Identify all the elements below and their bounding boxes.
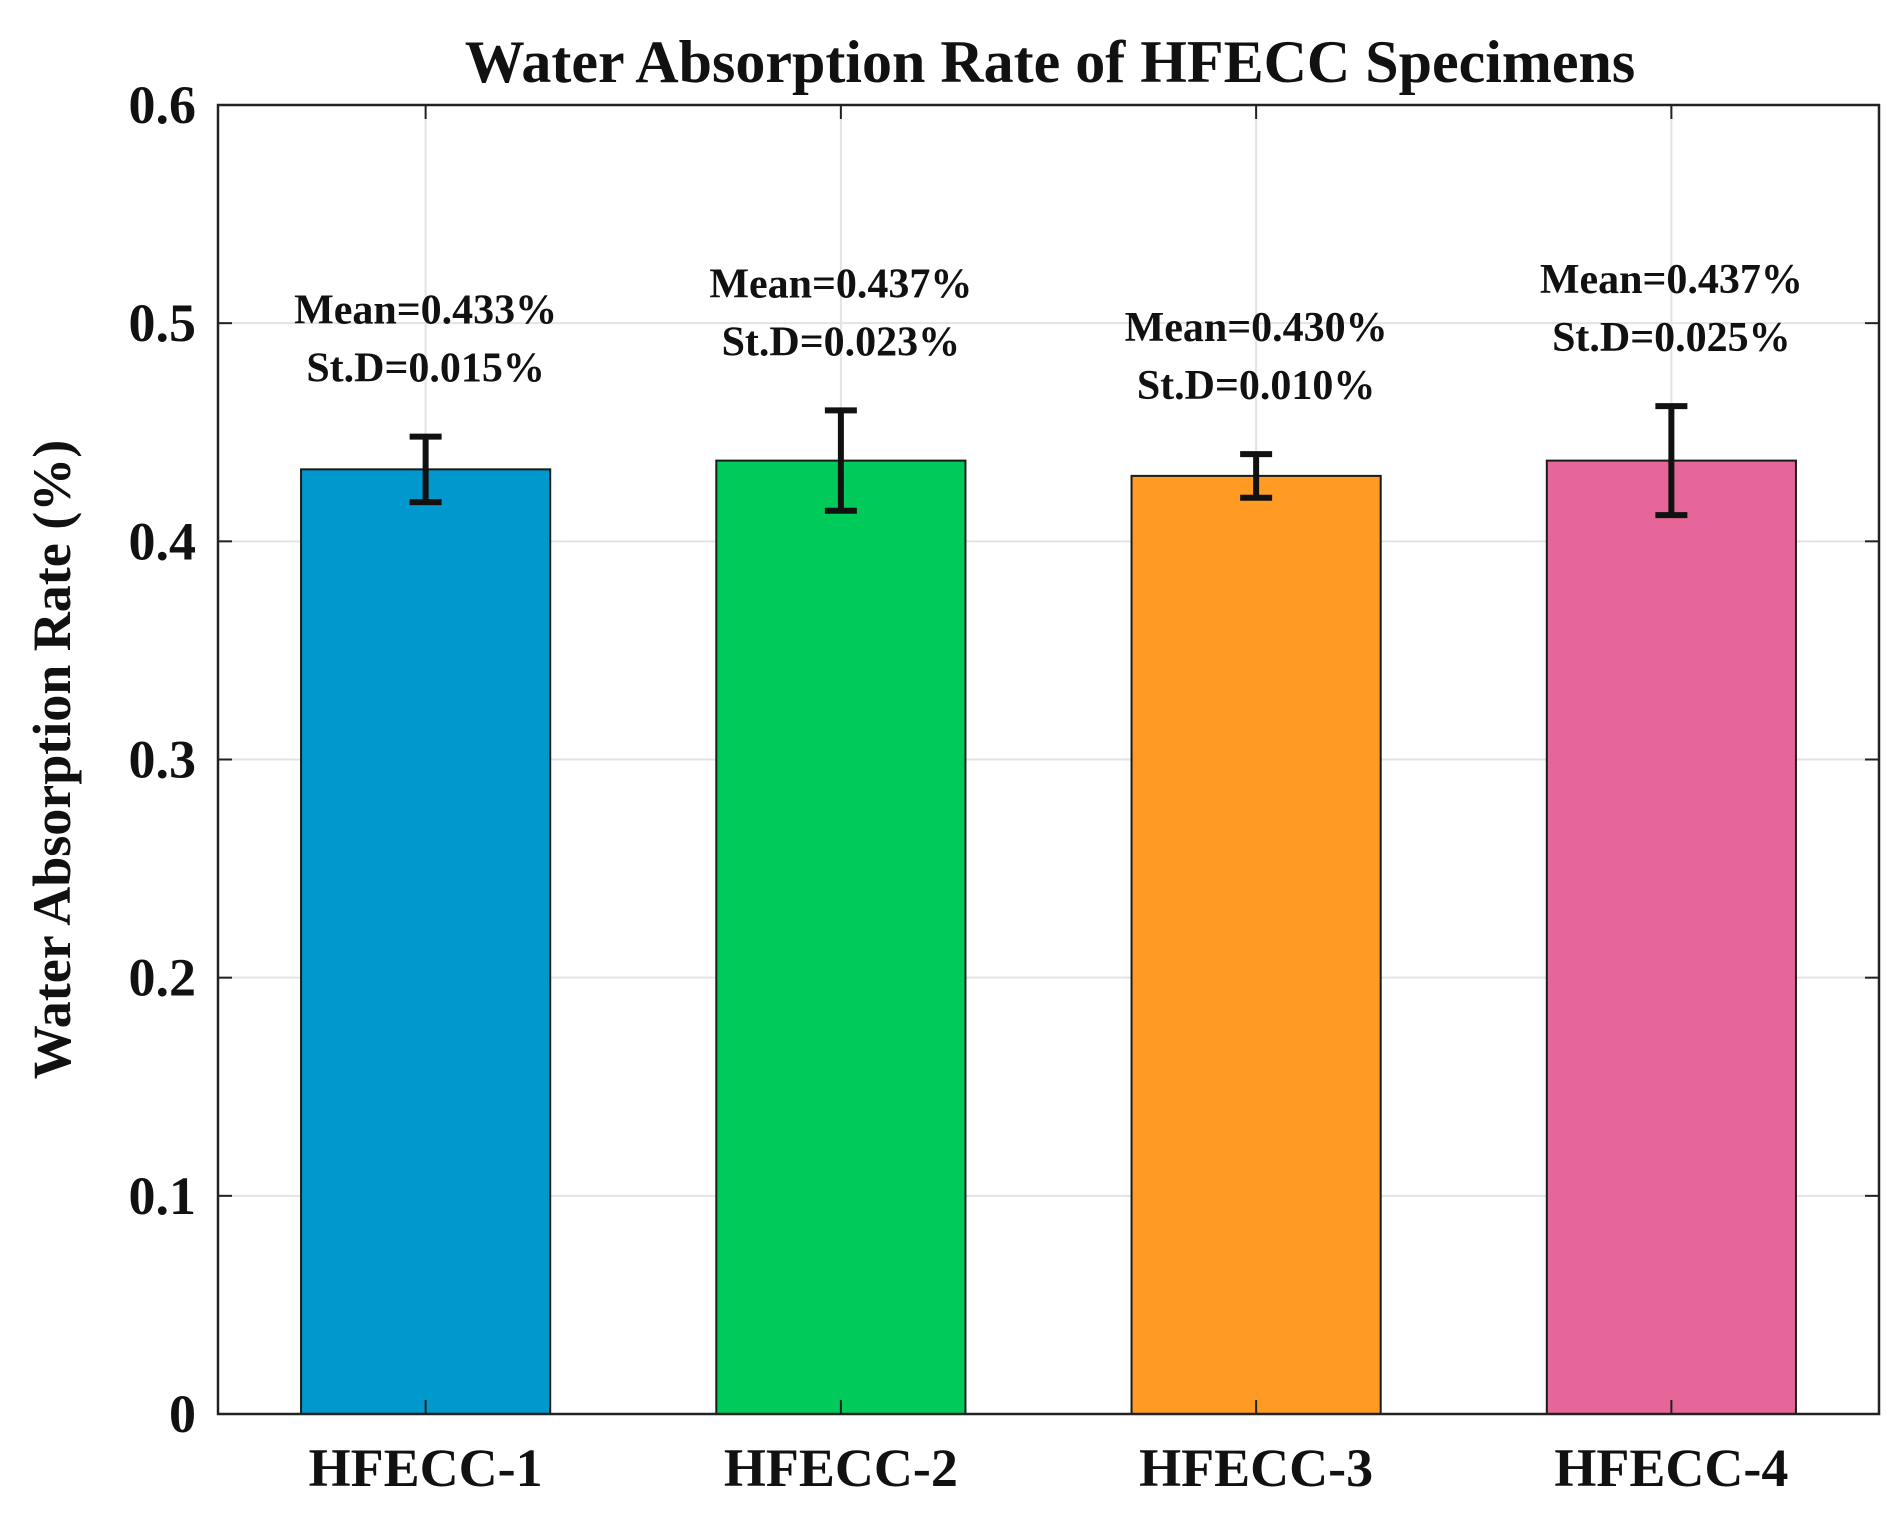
y-tick-label: 0.4: [129, 511, 197, 571]
chart-title: Water Absorption Rate of HFECC Specimens: [465, 29, 1636, 95]
y-axis-ticks: 0 0.1 0.2 0.3 0.4 0.5 0.6: [129, 75, 1879, 1444]
bar-annotations: Mean=0.433% St.D=0.015% Mean=0.437% St.D=0.…: [294, 257, 1803, 409]
bar: [715, 459, 967, 1415]
y-tick-label: 0.6: [129, 75, 197, 135]
std-label: St.D=0.015%: [306, 346, 545, 392]
mean-label: Mean=0.430%: [1125, 305, 1388, 351]
bars: [300, 459, 1797, 1416]
std-label: St.D=0.023%: [722, 319, 961, 365]
y-tick-label: 0.5: [129, 293, 197, 353]
bar: [1545, 459, 1797, 1415]
y-tick-label: 0.3: [129, 730, 197, 790]
std-label: St.D=0.025%: [1552, 315, 1791, 361]
mean-label: Mean=0.437%: [1540, 257, 1803, 303]
mean-label: Mean=0.433%: [294, 288, 557, 334]
bar: [300, 468, 552, 1416]
x-tick-label: HFECC-3: [1139, 1438, 1373, 1498]
y-tick-label: 0.2: [129, 948, 197, 1008]
std-label: St.D=0.010%: [1137, 363, 1376, 409]
y-tick-label: 0: [169, 1384, 196, 1444]
x-tick-label: HFECC-2: [724, 1438, 958, 1498]
mean-label: Mean=0.437%: [709, 261, 972, 307]
x-axis-ticks: HFECC-1 HFECC-2 HFECC-3 HFECC-4: [309, 105, 1788, 1498]
x-tick-label: HFECC-1: [309, 1438, 543, 1498]
y-axis-label: Water Absorption Rate (%): [22, 440, 82, 1079]
error-bars: [409, 403, 1688, 519]
x-tick-label: HFECC-4: [1554, 1438, 1788, 1498]
y-tick-label: 0.1: [129, 1166, 197, 1226]
bar: [1130, 474, 1382, 1415]
